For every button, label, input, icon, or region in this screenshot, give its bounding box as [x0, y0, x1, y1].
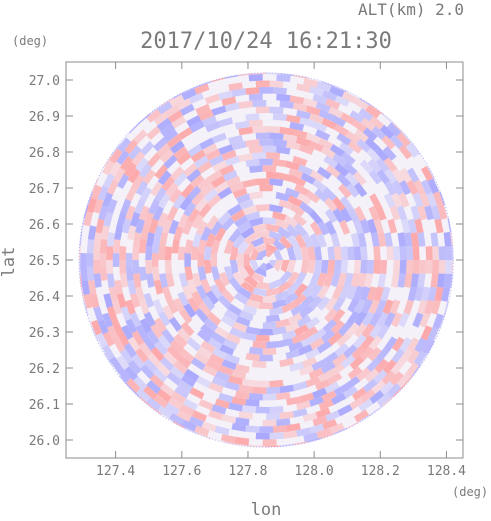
x-unit-label: (deg): [452, 485, 488, 499]
x-tick-label: 128.0: [295, 464, 334, 479]
altitude-label: ALT(km) 2.0: [358, 0, 464, 19]
x-tick-label: 128.4: [427, 464, 466, 479]
y-tick-label: 26.5: [29, 254, 60, 269]
y-tick-label: 26.8: [29, 146, 60, 161]
x-tick-label: 127.8: [228, 464, 267, 479]
y-tick-label: 26.2: [29, 362, 60, 377]
x-tick-label: 127.6: [162, 464, 201, 479]
y-tick-label: 26.0: [29, 434, 60, 449]
timestamp-title: 2017/10/24 16:21:30: [140, 29, 392, 54]
plot-frame: [65, 61, 464, 459]
axis-tick-labels: 127.4 127.6 127.8 128.0 128.2 128.4 26.0 26.1 26…: [29, 74, 467, 479]
y-tick-label: 26.9: [29, 110, 60, 125]
y-unit-label: (deg): [12, 34, 48, 48]
x-tick-label: 128.2: [361, 464, 400, 479]
y-tick-label: 26.3: [29, 326, 60, 341]
radar-echo-field: [78, 72, 454, 448]
y-tick-label: 26.6: [29, 218, 60, 233]
x-axis-label: lon: [251, 500, 282, 520]
y-tick-label: 26.4: [29, 290, 60, 305]
y-tick-label: 26.7: [29, 182, 60, 197]
y-axis-label: lat: [0, 247, 19, 278]
x-tick-label: 127.4: [96, 464, 135, 479]
axis-ticks: [66, 62, 463, 458]
y-tick-label: 26.1: [29, 398, 60, 413]
y-tick-label: 27.0: [29, 74, 60, 89]
